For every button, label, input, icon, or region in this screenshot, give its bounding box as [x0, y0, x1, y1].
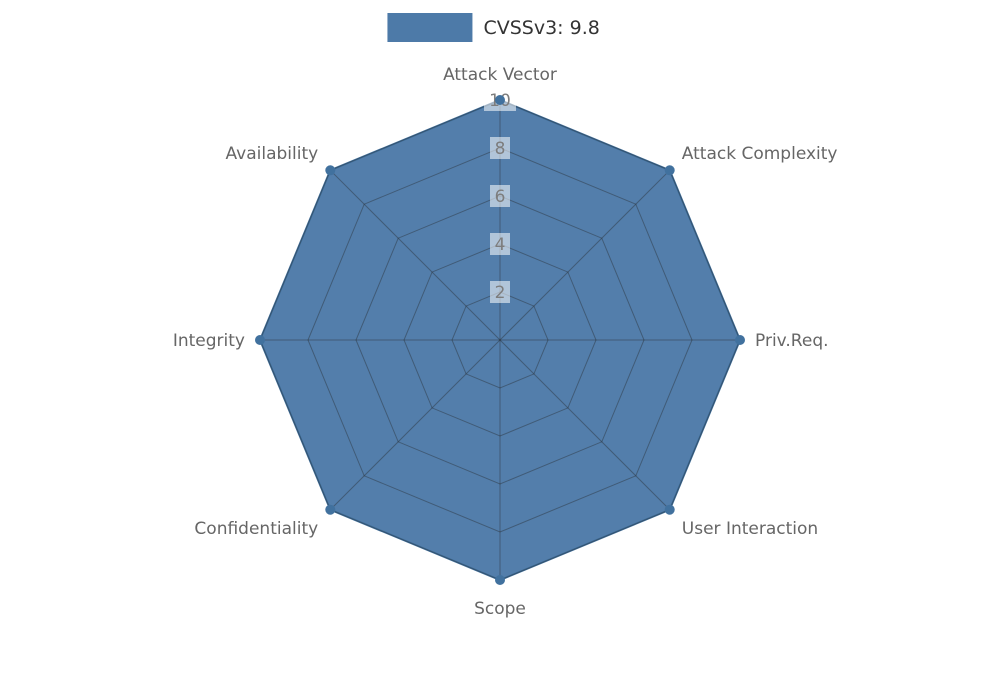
- grid-ring-8: [307, 147, 693, 533]
- legend-label: CVSSv3: 9.8: [483, 16, 600, 39]
- legend: CVSSv3: 9.8: [387, 13, 600, 42]
- tick-label-2: 2: [495, 283, 506, 303]
- vertex-marker-integrity: [255, 335, 265, 345]
- tick-box-4: [490, 233, 510, 255]
- tick-box-8: [490, 137, 510, 159]
- grid-ring-2: [451, 291, 549, 389]
- axis-label-attack-vector: Attack Vector: [443, 65, 557, 85]
- grid-spoke-availability: [329, 169, 501, 341]
- vertex-marker-attack-vector: [495, 95, 505, 105]
- axis-label-priv-req: Priv.Req.: [755, 331, 829, 351]
- grid-ring-6: [355, 195, 645, 485]
- grid-ring-4: [403, 243, 597, 437]
- vertex-marker-user-interaction: [664, 504, 675, 515]
- legend-swatch: [387, 13, 473, 42]
- axis-label-availability: Availability: [226, 144, 319, 164]
- vertex-marker-attack-complexity: [664, 165, 675, 176]
- grid-spoke-confidentiality: [329, 339, 501, 511]
- tick-label-8: 8: [495, 139, 506, 159]
- tick-box-2: [490, 281, 510, 303]
- tick-box-6: [490, 185, 510, 207]
- axis-label-integrity: Integrity: [173, 331, 245, 351]
- axis-label-attack-complexity: Attack Complexity: [682, 144, 838, 164]
- tick-label-4: 4: [495, 235, 506, 255]
- vertex-marker-confidentiality: [325, 504, 336, 515]
- grid-spoke-attack-complexity: [499, 169, 671, 341]
- grid-spoke-user-interaction: [499, 339, 671, 511]
- vertex-marker-priv-req: [735, 335, 745, 345]
- axis-label-user-interaction: User Interaction: [682, 519, 818, 539]
- axis-label-confidentiality: Confidentiality: [194, 519, 318, 539]
- vertex-marker-scope: [495, 575, 505, 585]
- axis-label-scope: Scope: [474, 599, 526, 619]
- tick-label-6: 6: [495, 187, 506, 207]
- vertex-marker-availability: [325, 165, 336, 176]
